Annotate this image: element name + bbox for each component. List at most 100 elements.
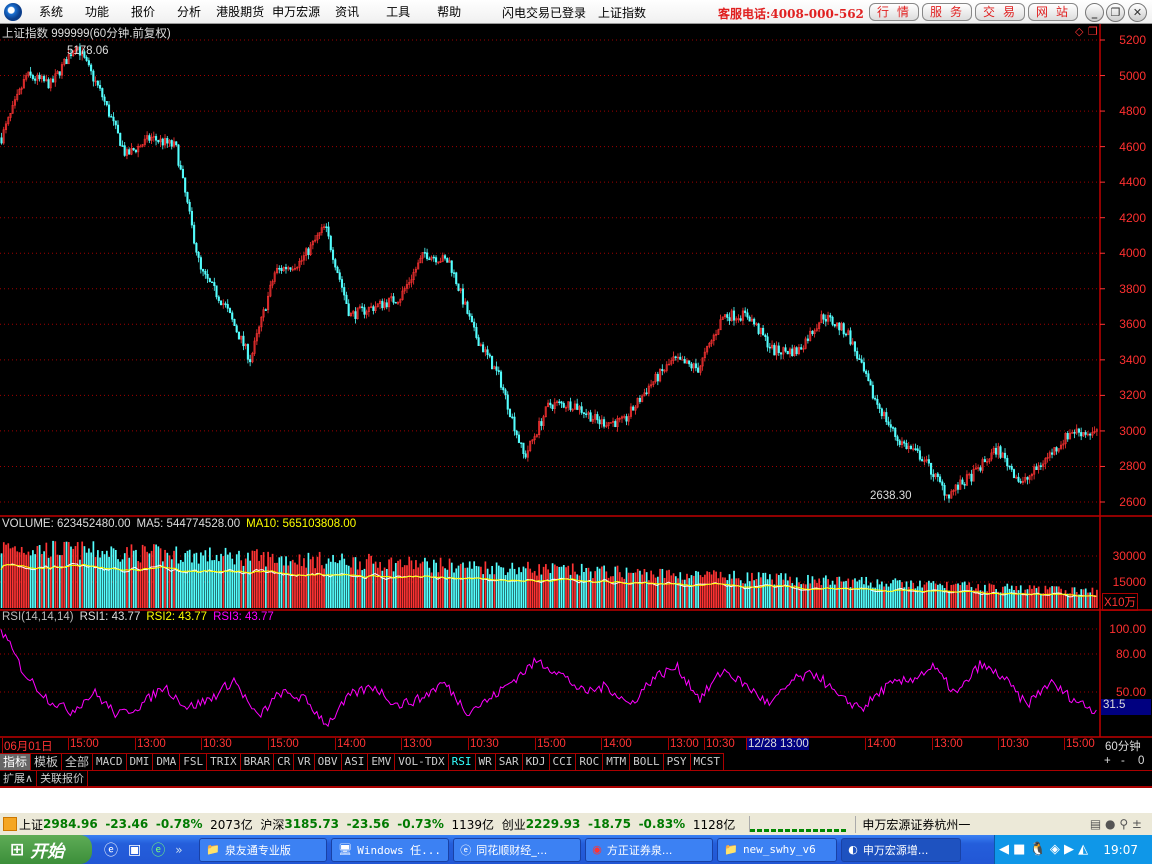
indicator-tab-cci[interactable]: CCI [550,754,577,770]
tray-status-icons[interactable]: ▤ ● ⚲ ± [1089,817,1142,831]
quicklaunch-more-icon[interactable]: » [175,842,183,857]
kline-chart[interactable] [0,24,1152,753]
volume-bar [394,563,397,608]
task-5[interactable]: 📁 new_swhy_v6 [717,837,838,862]
menu-quote[interactable]: 报价 [131,5,156,19]
indicator-tab-asi[interactable]: ASI [342,754,369,770]
indicator-tab-emv[interactable]: EMV [368,754,396,770]
volume-bar [1035,588,1038,608]
indicator-tab-vol-tdx[interactable]: VOL-TDX [395,754,449,770]
price-tick: 2800 [1119,459,1146,474]
task-2[interactable]: 🖥 Windows 任... [331,837,450,862]
restore-button[interactable]: ❐ [1106,3,1125,22]
volume-bar [919,580,921,608]
candle-body [1015,476,1018,479]
menu-news[interactable]: 资讯 [335,5,360,19]
service-button[interactable]: 服务 [922,3,972,21]
indicator-tab-mtm[interactable]: MTM [603,754,631,770]
menu-swhy[interactable]: 申万宏源 [272,5,321,19]
indicator-tab-fsl[interactable]: FSL [180,754,208,770]
candle-body [363,307,366,315]
volume-bar [439,557,442,608]
sh-change: -23.46 [105,817,149,831]
volume-bar [294,562,296,608]
diamond-icon[interactable]: ◇ [1075,25,1084,38]
zoom-in-button[interactable]: + [1104,755,1111,767]
volume-bar [1075,592,1078,608]
indicator-tab-psy[interactable]: PSY [664,754,691,770]
menu-analysis[interactable]: 分析 [177,5,202,19]
menu-hk-futures[interactable]: 港股期货 [216,5,265,19]
candle-body [844,333,848,336]
candle-body [571,409,574,411]
task-4[interactable]: ◉ 方正证券泉... [585,837,714,862]
indicator-tab-trix[interactable]: TRIX [207,754,241,770]
candle-body [291,268,294,271]
candle-body [804,338,807,349]
indicator-tab-全部[interactable]: 全部 [62,754,94,770]
menu-help[interactable]: 帮助 [437,5,462,19]
quicklaunch-browser-icon[interactable]: ⓔ [151,842,166,859]
indicator-tab-指标[interactable]: 指标 [0,754,32,770]
indicator-tab-kdj[interactable]: KDJ [523,754,550,770]
zoom-reset-button[interactable]: 0 [1138,755,1145,767]
indicator-tab-dma[interactable]: DMA [153,754,181,770]
volume-bar [435,562,437,608]
tray-icons[interactable]: ◀ ■ 🐧 ◈ ▶ ◭ [999,842,1089,857]
candle-body [267,295,270,311]
volume-bar [887,586,890,608]
time-label: 15:00 [535,738,566,750]
volume-bar [739,580,742,608]
indicator-tab-boll[interactable]: BOLL [630,754,664,770]
indicator-tab-wr[interactable]: WR [476,754,496,770]
start-button[interactable]: ⊞ 开始 [0,835,92,864]
volume-bar [504,575,507,608]
candle-body [972,468,975,482]
candle-body [815,328,818,331]
indicator-tab-vr[interactable]: VR [294,754,315,770]
volume-bar [979,590,982,608]
menu-system[interactable]: 系统 [39,5,64,19]
period-label[interactable]: 60分钟 [1105,741,1141,753]
indicator-tab-mcst[interactable]: MCST [691,754,725,770]
task-6[interactable]: ◐ 申万宏源增... [841,837,962,862]
expand-tab[interactable]: 扩展∧ [0,771,38,786]
indicator-tab-roc[interactable]: ROC [576,754,604,770]
task-1[interactable]: 📁 泉友通专业版 [199,837,328,862]
candle-body [784,347,787,352]
status-icon[interactable] [3,817,17,831]
candle-body [347,303,350,316]
candle-body [1064,433,1067,445]
close-button[interactable]: ✕ [1128,3,1147,22]
taskbar: ⊞ 开始 ⓔ ▣ ⓔ » 📁 泉友通专业版 🖥 Windows 任... ⓔ 同花顺财经… [0,835,1152,864]
indicator-tab-obv[interactable]: OBV [315,754,342,770]
trade-button[interactable]: 交易 [975,3,1025,21]
indicator-tab-brar[interactable]: BRAR [241,754,275,770]
website-button[interactable]: 网站 [1028,3,1078,21]
volume-bar [923,584,926,608]
indicator-tab-sar[interactable]: SAR [496,754,523,770]
quicklaunch-icon[interactable]: ▣ [128,841,142,858]
related-quote-tab[interactable]: 关联报价 [37,771,89,786]
hotline: 客服电话:4008-000-562 [718,7,864,21]
volume-bar [771,579,773,608]
zoom-out-button[interactable]: - [1121,755,1125,767]
quicklaunch-ie-icon[interactable]: ⓔ [104,842,118,859]
indicator-tab-rsi[interactable]: RSI [449,754,476,770]
menu-function[interactable]: 功能 [85,5,110,19]
indicator-tab-模板[interactable]: 模板 [31,754,63,770]
minimize-button[interactable]: _ [1085,3,1104,22]
candle-body [231,312,234,320]
indicator-tab-dmi[interactable]: DMI [127,754,154,770]
task-3[interactable]: ⓔ 同花顺财经_... [453,837,582,862]
window-icon[interactable]: ❐ [1088,25,1098,38]
volume-bar [242,565,245,608]
volume-bar [574,571,576,608]
menu-tools[interactable]: 工具 [386,5,411,19]
candle-body [806,338,809,341]
indicator-tab-cr[interactable]: CR [274,754,295,770]
volume-bar [249,560,252,608]
market-button[interactable]: 行情 [869,3,919,21]
volume-bar [90,552,92,608]
indicator-tab-macd[interactable]: MACD [93,754,127,770]
